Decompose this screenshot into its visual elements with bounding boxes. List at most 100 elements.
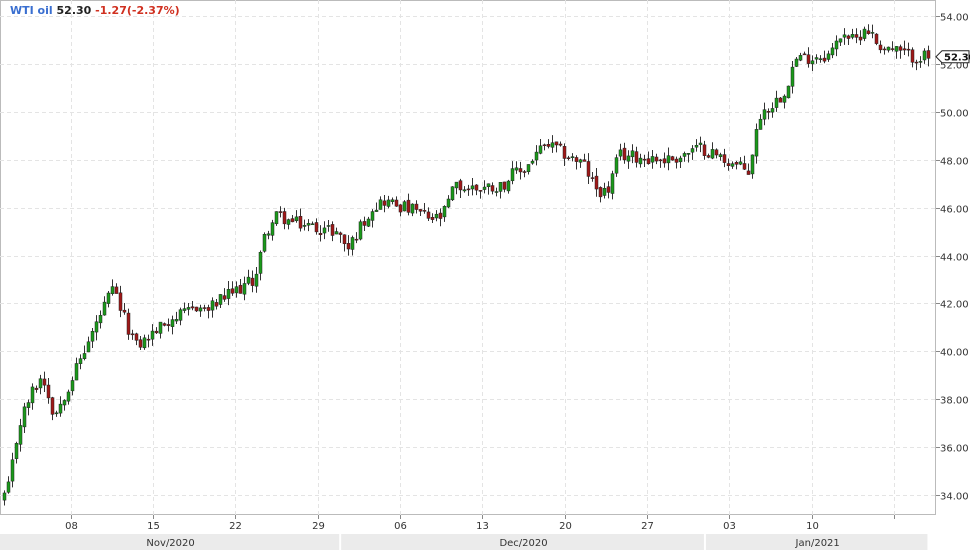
candle (506, 180, 511, 192)
candle (90, 331, 95, 342)
candle (214, 302, 219, 307)
candle (846, 35, 851, 39)
candle (842, 34, 847, 38)
candle (490, 185, 495, 192)
candle (34, 387, 39, 390)
candle (602, 188, 607, 196)
instrument-name: WTI oil (10, 4, 53, 17)
candle (822, 57, 827, 62)
candle (634, 151, 639, 163)
candle (370, 211, 375, 221)
candle (862, 28, 867, 39)
candle (854, 34, 859, 38)
candle (834, 40, 839, 50)
x-tick-label: 29 (312, 521, 325, 532)
candle (562, 146, 567, 159)
candle (626, 155, 631, 162)
candle (674, 158, 679, 163)
candle (738, 161, 743, 165)
candle (382, 200, 387, 206)
candle (330, 224, 335, 236)
candle (326, 225, 331, 227)
x-tick-label: 10 (806, 521, 819, 532)
candle (310, 223, 315, 225)
candle (762, 109, 767, 120)
candle (94, 321, 99, 333)
plot-area[interactable] (0, 0, 936, 515)
candle (442, 206, 447, 218)
candle (178, 309, 183, 321)
candle (758, 118, 763, 130)
candle (534, 151, 539, 161)
candle (710, 149, 715, 159)
candle (786, 85, 791, 99)
candle (698, 142, 703, 145)
candle (358, 221, 363, 240)
candle (278, 211, 283, 213)
candle (526, 164, 531, 173)
candle (126, 312, 131, 335)
candle (666, 155, 671, 164)
candle (702, 144, 707, 156)
candle (550, 142, 555, 148)
candle (450, 186, 455, 201)
last-price-badge-label: 52.30 (944, 53, 970, 64)
candle (722, 154, 727, 163)
candle (606, 186, 611, 193)
candle (106, 292, 111, 304)
month-label: Nov/2020 (146, 538, 194, 549)
candle (130, 333, 135, 336)
candle (598, 187, 603, 198)
candle (574, 157, 579, 162)
candle (430, 217, 435, 220)
candle (46, 384, 51, 399)
candle (714, 149, 719, 156)
y-tick-label: 42.00 (940, 300, 969, 311)
candle (398, 204, 403, 213)
candle (134, 333, 139, 341)
x-tick-label: 06 (394, 521, 407, 532)
candle (166, 324, 171, 326)
candle (246, 276, 251, 284)
candle (194, 306, 199, 312)
candle (814, 57, 819, 60)
y-tick-label: 34.00 (940, 492, 969, 503)
candle (322, 227, 327, 234)
candle (386, 199, 391, 207)
candle (926, 50, 931, 59)
candle (806, 54, 811, 64)
price-change: -1.27(-2.37%) (95, 4, 180, 17)
candle (18, 425, 23, 445)
candle (798, 55, 803, 61)
candle (646, 158, 651, 165)
candle (230, 288, 235, 294)
candle (486, 183, 491, 188)
y-tick-label: 46.00 (940, 205, 969, 216)
candle (538, 145, 543, 154)
candle (742, 163, 747, 170)
candle (438, 212, 443, 219)
candle (730, 163, 735, 167)
candle (74, 363, 79, 381)
candle (362, 221, 367, 226)
candle (38, 378, 43, 389)
candle (114, 286, 119, 294)
candle (258, 251, 263, 274)
candle (510, 168, 515, 182)
candle (102, 301, 107, 316)
candle (458, 180, 463, 191)
candle (270, 222, 275, 236)
x-tick-label: 20 (559, 521, 572, 532)
candle (226, 289, 231, 299)
candle (206, 307, 211, 311)
candle (694, 145, 699, 148)
candle (518, 168, 523, 173)
candle (922, 50, 927, 61)
y-tick-label: 40.00 (940, 348, 969, 359)
candle (122, 309, 127, 313)
candle (218, 294, 223, 305)
candle (682, 153, 687, 157)
candle (266, 233, 271, 236)
